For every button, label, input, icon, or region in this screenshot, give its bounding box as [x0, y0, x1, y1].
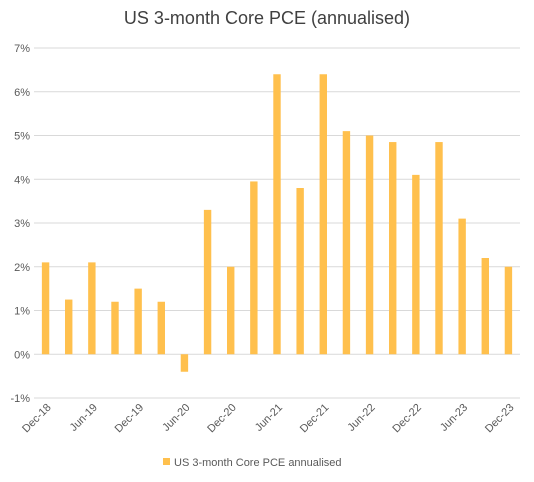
x-tick-label: Dec-18 [20, 402, 54, 436]
bar [365, 135, 374, 355]
x-tick-label: Dec-21 [298, 402, 332, 436]
y-tick-label: 3% [14, 218, 30, 230]
bar [41, 262, 50, 355]
legend-label: US 3-month Core PCE annualised [174, 457, 342, 469]
x-tick-label: Dec-20 [205, 402, 239, 436]
bar [319, 74, 327, 355]
bar [412, 174, 420, 355]
x-tick-label: Dec-23 [483, 402, 517, 436]
x-tick-label: Jun-22 [345, 402, 377, 434]
legend-swatch [163, 458, 170, 465]
y-tick-label: 1% [14, 306, 30, 318]
bar-series [41, 74, 513, 372]
y-tick-label: 7% [14, 43, 30, 55]
bar [88, 262, 96, 355]
x-tick-label: Jun-23 [438, 402, 470, 434]
x-tick-label: Jun-19 [68, 402, 100, 434]
y-tick-label: 4% [14, 174, 30, 186]
chart-title: US 3-month Core PCE (annualised) [123, 8, 411, 28]
x-tick-label: Dec-22 [390, 402, 424, 436]
y-tick-label: 0% [14, 349, 30, 361]
bar [111, 301, 119, 355]
bar [273, 74, 281, 355]
bar [227, 266, 235, 355]
x-tick-label: Dec-19 [113, 402, 147, 436]
y-axis: -1% 0% 1% 2% 3% 4% 5% 6% 7% [10, 43, 30, 405]
legend: US 3-month Core PCE annualised [163, 457, 342, 469]
bar [180, 354, 189, 372]
bar [481, 258, 489, 355]
bar [389, 142, 397, 355]
bar [250, 181, 258, 355]
bar [458, 218, 466, 355]
y-tick-label: -1% [10, 393, 30, 405]
bar [435, 142, 443, 355]
y-tick-label: 6% [14, 87, 30, 99]
y-tick-label: 5% [14, 131, 30, 143]
bar [134, 288, 142, 355]
bar [342, 131, 351, 355]
bar [65, 299, 73, 355]
bar [296, 188, 304, 355]
bar [157, 301, 165, 355]
x-tick-label: Jun-21 [253, 402, 285, 434]
x-tick-label: Jun-20 [160, 402, 192, 434]
x-axis: Dec-18 Jun-19 Dec-19 Jun-20 Dec-20 Jun-21 Dec-… [20, 402, 516, 436]
bar [203, 209, 212, 355]
bar [504, 266, 513, 355]
y-tick-label: 2% [14, 262, 30, 274]
